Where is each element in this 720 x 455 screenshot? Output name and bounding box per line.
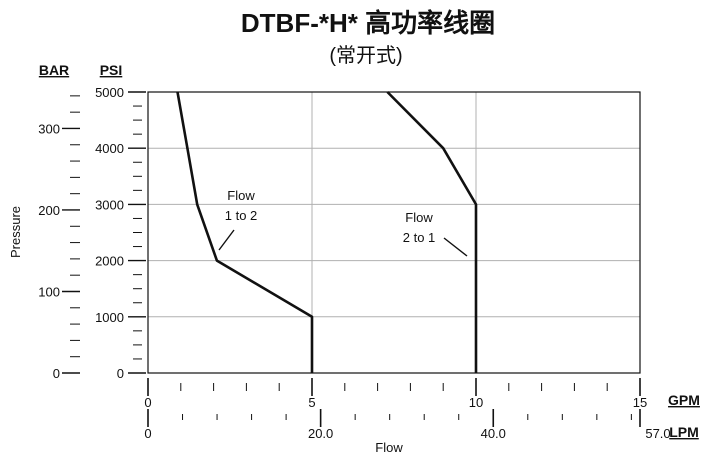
- gpm-tick-label-0: 0: [144, 395, 151, 410]
- annotation-leader-2-to-1: [443, 237, 468, 257]
- psi-tick-label-5000: 5000: [95, 85, 124, 100]
- chart-subtitle: (常开式): [329, 44, 402, 67]
- series-layer: [176, 91, 478, 373]
- lpm-tick-label-0: 0: [144, 426, 151, 441]
- gpm-tick-label-5: 5: [308, 395, 315, 410]
- bar-tick-label-200: 200: [38, 203, 60, 218]
- annotation-leaders-layer: [218, 229, 468, 257]
- x-unit-gpm-label: GPM: [668, 392, 700, 408]
- series-line-2: [386, 91, 478, 373]
- chart-title: DTBF-*H* 高功率线圈: [241, 8, 495, 38]
- annotation-flow-1-to-2-line2: 1 to 2: [225, 208, 258, 223]
- plot-frame: [147, 91, 641, 374]
- gpm-tick-label-15: 15: [633, 395, 647, 410]
- x-axis-label: Flow: [375, 440, 403, 455]
- gpm-tick-label-10: 10: [469, 395, 483, 410]
- bar-tick-label-0: 0: [53, 366, 60, 381]
- grid-layer: [147, 91, 641, 374]
- lpm-tick-label-57.0: 57.0: [645, 426, 670, 441]
- lpm-tick-label-20.0: 20.0: [308, 426, 333, 441]
- psi-tick-label-1000: 1000: [95, 310, 124, 325]
- ticks-layer: [62, 91, 641, 427]
- bar-tick-label-100: 100: [38, 284, 60, 299]
- annotation-flow-1-to-2-line1: Flow: [227, 188, 255, 203]
- series-line-1: [176, 91, 314, 373]
- annotation-flow-2-to-1-line2: 2 to 1: [403, 230, 436, 245]
- annotation-leader-1-to-2: [218, 229, 235, 251]
- psi-tick-label-4000: 4000: [95, 141, 124, 156]
- psi-tick-label-0: 0: [117, 366, 124, 381]
- annotation-flow-2-to-1-line1: Flow: [405, 210, 433, 225]
- x-unit-lpm-label: LPM: [669, 424, 699, 440]
- psi-tick-label-3000: 3000: [95, 197, 124, 212]
- y-unit-bar-label: BAR: [39, 62, 69, 78]
- bar-tick-label-300: 300: [38, 121, 60, 136]
- lpm-tick-label-40.0: 40.0: [481, 426, 506, 441]
- y-axis-label: Pressure: [8, 206, 23, 258]
- y-unit-psi-label: PSI: [100, 62, 123, 78]
- psi-tick-label-2000: 2000: [95, 254, 124, 269]
